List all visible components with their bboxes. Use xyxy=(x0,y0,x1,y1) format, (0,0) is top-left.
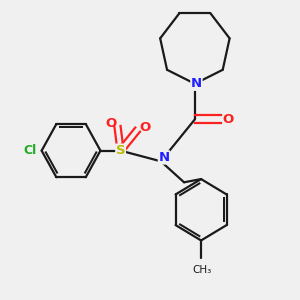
Text: O: O xyxy=(222,113,234,126)
Text: O: O xyxy=(105,117,116,130)
Text: CH₃: CH₃ xyxy=(192,265,211,275)
Text: Cl: Cl xyxy=(23,144,37,157)
Text: S: S xyxy=(116,144,125,157)
Text: O: O xyxy=(140,121,151,134)
Text: N: N xyxy=(191,77,202,90)
Text: N: N xyxy=(158,151,169,164)
